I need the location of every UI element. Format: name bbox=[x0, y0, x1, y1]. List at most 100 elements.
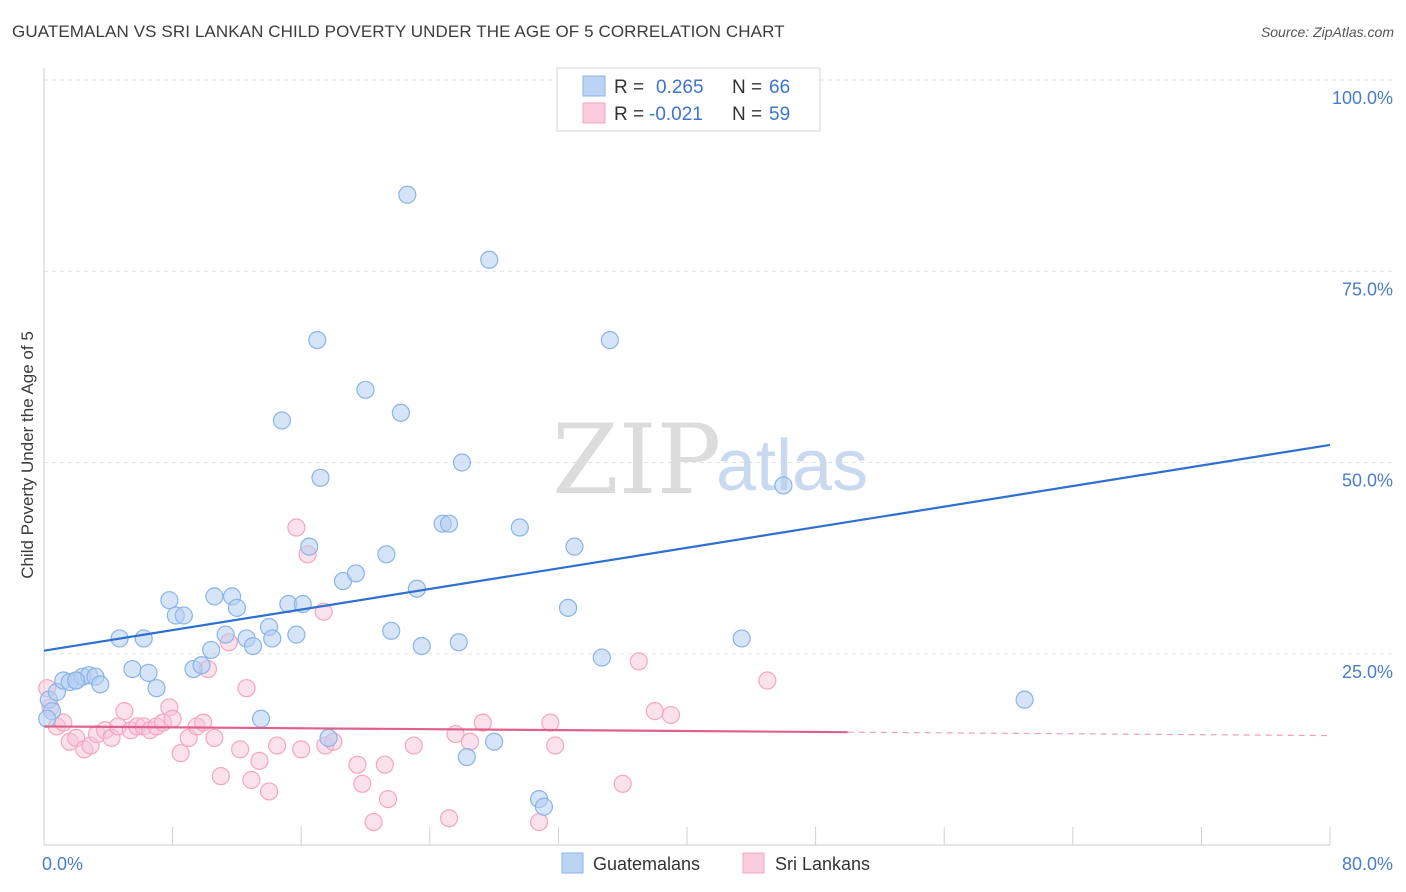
guatemalan-point bbox=[91, 675, 110, 694]
x-tick-label-min: 0.0% bbox=[42, 854, 83, 874]
sri-lankan-point bbox=[758, 671, 777, 690]
legend-n-value-2: 59 bbox=[769, 104, 790, 125]
sri-lankan-point bbox=[115, 702, 134, 721]
guatemalan-point bbox=[558, 598, 578, 617]
guatemalans-points bbox=[38, 185, 1034, 816]
guatemalan-point bbox=[216, 625, 235, 644]
y-tick-label-50: 50.0% bbox=[1342, 471, 1393, 491]
guatemalan-point bbox=[534, 797, 554, 816]
guatemalan-point bbox=[457, 747, 476, 767]
bottom-legend-swatch-sri-lankans bbox=[742, 852, 765, 874]
guatemalan-point bbox=[449, 633, 468, 652]
guatemalan-point bbox=[485, 732, 504, 751]
series-legend: Guatemalans Sri Lankans bbox=[561, 852, 870, 874]
guatemalan-point bbox=[774, 476, 793, 495]
guatemalan-point bbox=[346, 564, 365, 583]
y-tick-label-75: 75.0% bbox=[1342, 279, 1393, 299]
bottom-legend-sri-lankans: Sri Lankans bbox=[775, 854, 870, 874]
sri-lankan-point bbox=[211, 767, 230, 786]
bottom-legend-swatch-guatemalans bbox=[561, 852, 584, 874]
sri-lankan-point bbox=[348, 755, 367, 774]
sri-lankan-point bbox=[287, 518, 306, 537]
guatemalan-point bbox=[67, 671, 86, 690]
guatemalan-point bbox=[300, 537, 319, 556]
sri-lankan-point bbox=[404, 736, 423, 755]
sri-lankan-point bbox=[613, 774, 632, 793]
watermark-atlas: atlas bbox=[716, 426, 868, 506]
guatemalan-point bbox=[139, 663, 158, 682]
guatemalan-point bbox=[251, 709, 271, 728]
guatemalan-point bbox=[407, 579, 427, 598]
y-tick-labels: 25.0% 50.0% 75.0% 100.0% bbox=[1332, 88, 1393, 682]
guatemalan-point bbox=[202, 640, 221, 660]
legend-swatch-sri-lankans bbox=[582, 102, 606, 124]
guatemalan-point bbox=[227, 598, 246, 617]
sri-lankan-point bbox=[375, 755, 394, 774]
sri-lankan-point bbox=[546, 736, 565, 755]
sri-lankan-point bbox=[231, 740, 250, 759]
legend-swatch-guatemalans bbox=[582, 75, 606, 97]
sri-lankan-point bbox=[292, 740, 311, 759]
guatemalan-point bbox=[160, 591, 179, 610]
sri-lankan-point bbox=[364, 812, 383, 832]
guatemalan-point bbox=[134, 629, 153, 648]
sri-lankan-point bbox=[473, 713, 492, 732]
guatemalan-point bbox=[263, 629, 282, 648]
x-tick-label-max: 80.0% bbox=[1342, 854, 1393, 874]
legend-n-label-1: N = bbox=[732, 77, 762, 98]
sri-lankan-point bbox=[353, 774, 372, 793]
guatemalan-point bbox=[377, 545, 396, 564]
guatemalan-point bbox=[192, 656, 211, 675]
guatemalan-point bbox=[272, 411, 292, 430]
guatemalan-point bbox=[243, 636, 263, 656]
sri-lankan-point bbox=[163, 709, 182, 728]
guatemalan-point bbox=[480, 250, 499, 269]
guatemalan-point bbox=[123, 659, 142, 679]
sri-lankan-point bbox=[242, 770, 261, 790]
legend-r-label-1: R = bbox=[614, 77, 644, 98]
sri-lankan-point bbox=[171, 744, 190, 763]
source-label: Source: ZipAtlas.com bbox=[1260, 24, 1394, 40]
guatemalan-point bbox=[732, 629, 751, 648]
guatemalan-point bbox=[412, 636, 431, 656]
guatemalan-point bbox=[452, 453, 472, 472]
correlation-legend: R = 0.265 N = 66 R = -0.021 N = 59 bbox=[556, 67, 821, 132]
legend-n-label-2: N = bbox=[732, 104, 762, 125]
watermark-zip: ZIP bbox=[552, 404, 721, 516]
legend-r-value-2: -0.021 bbox=[649, 104, 703, 125]
guatemalan-point bbox=[38, 709, 57, 728]
sri-lankan-point bbox=[661, 705, 681, 725]
sri-lankan-point bbox=[378, 789, 398, 809]
sri-lankan-point bbox=[250, 751, 269, 770]
trend-lines bbox=[43, 443, 1331, 737]
y-tick-label-25: 25.0% bbox=[1342, 662, 1393, 682]
legend-n-value-1: 66 bbox=[769, 77, 790, 98]
sri-lankan-point bbox=[237, 679, 256, 698]
guatemalan-point bbox=[439, 514, 459, 533]
sri-lankan-point bbox=[629, 652, 648, 671]
guatemalan-point bbox=[205, 587, 224, 606]
bottom-legend-guatemalans: Guatemalans bbox=[593, 854, 700, 874]
guatemalan-point bbox=[382, 621, 401, 640]
chart-title: GUATEMALAN VS SRI LANKAN CHILD POVERTY U… bbox=[12, 22, 785, 41]
sri-lankan-point bbox=[439, 809, 459, 828]
sri-lankans-trend-line bbox=[43, 725, 848, 734]
legend-r-label-2: R = bbox=[614, 104, 644, 125]
guatemalan-point bbox=[174, 606, 193, 625]
guatemalan-point bbox=[1015, 690, 1034, 709]
guatemalan-point bbox=[510, 518, 529, 537]
guatemalan-point bbox=[308, 331, 327, 350]
sri-lankan-point bbox=[205, 728, 224, 748]
y-axis-label: Child Poverty Under the Age of 5 bbox=[18, 331, 37, 579]
legend-r-value-1: 0.265 bbox=[656, 77, 704, 98]
guatemalans-trend-line bbox=[43, 443, 1331, 652]
guatemalan-point bbox=[565, 537, 584, 556]
guatemalan-point bbox=[600, 331, 619, 350]
sri-lankan-point bbox=[530, 812, 549, 832]
guatemalan-point bbox=[391, 403, 410, 422]
sri-lankan-point bbox=[460, 732, 480, 751]
grid-layer bbox=[44, 79, 1395, 655]
sri-lankan-point bbox=[259, 782, 279, 801]
guatemalan-point bbox=[147, 679, 166, 698]
